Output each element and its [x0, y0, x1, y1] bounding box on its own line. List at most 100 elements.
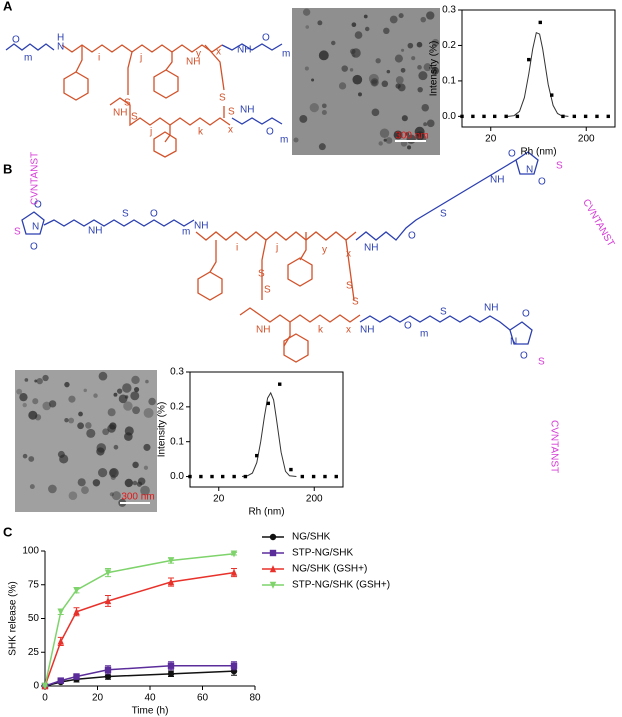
data-point: [278, 382, 282, 386]
marker: [104, 666, 112, 673]
particle: [48, 484, 57, 494]
peptide-label: S: [556, 161, 563, 172]
particle: [109, 422, 117, 430]
particle: [386, 69, 391, 74]
atom-label: S: [440, 209, 447, 220]
data-point: [482, 114, 486, 119]
particle: [309, 102, 319, 113]
data-point: [210, 474, 214, 479]
particle: [22, 453, 28, 459]
particle: [111, 491, 121, 501]
atom-label: N: [526, 165, 533, 176]
x-axis-label: Rh (nm): [248, 507, 284, 518]
data-point: [493, 114, 497, 119]
particle: [416, 41, 423, 48]
y-tick-label: 0: [33, 681, 39, 692]
atom-label: S: [264, 285, 271, 296]
atom-label: NH: [240, 105, 254, 116]
data-point: [334, 474, 338, 479]
data-point: [255, 453, 259, 458]
atom-label: m: [182, 227, 190, 238]
particle: [423, 63, 432, 72]
particle: [136, 481, 143, 487]
particle: [431, 38, 440, 47]
particle: [123, 401, 133, 411]
particle: [385, 137, 393, 144]
x-tick-label: 200: [306, 494, 323, 505]
particle: [371, 108, 380, 117]
atom-label: N: [57, 42, 64, 53]
particle: [364, 26, 370, 32]
peptide-label: S: [538, 357, 545, 368]
x-axis-label: Rh (nm): [520, 147, 556, 158]
particle: [110, 474, 116, 480]
particle: [368, 73, 379, 84]
data-point: [561, 114, 565, 119]
particle: [389, 15, 398, 24]
legend-label: NG/SHK: [292, 532, 331, 543]
data-point: [515, 114, 520, 119]
y-tick-label: 25: [28, 647, 40, 658]
particle: [304, 66, 309, 71]
series-line: [44, 552, 235, 687]
y-tick-label: 50: [28, 613, 40, 624]
particle: [398, 13, 404, 19]
panel-label: A: [3, 0, 13, 13]
y-axis-label: Intensity (%): [429, 41, 440, 97]
marker: [167, 670, 175, 678]
marker: [167, 578, 175, 586]
y-tick-label: 0.2: [170, 401, 184, 412]
particle: [311, 78, 315, 82]
particle: [321, 103, 327, 109]
particle: [124, 432, 133, 441]
atom-label: NH: [364, 243, 378, 254]
y-tick-label: 100: [22, 546, 39, 557]
data-point: [595, 114, 599, 119]
atom-label: j: [275, 243, 278, 254]
x-tick-label: 0: [42, 693, 48, 704]
data-point: [221, 474, 225, 479]
marker: [104, 569, 112, 577]
y-tick-label: 0.1: [170, 436, 184, 447]
atom-label: j: [139, 53, 142, 64]
atom-label: O: [34, 200, 42, 211]
legend-marker: [269, 581, 277, 589]
atom-label: S: [440, 307, 447, 318]
data-point: [311, 474, 316, 479]
particle: [143, 407, 154, 418]
particle: [124, 478, 134, 488]
marker: [104, 673, 112, 680]
data-point: [583, 114, 588, 119]
particle: [113, 392, 118, 397]
atom-label: NH: [360, 325, 374, 336]
particle: [109, 468, 119, 478]
atom-label: NH: [237, 45, 251, 56]
particle: [118, 394, 128, 404]
particle: [133, 386, 140, 393]
marker: [230, 568, 238, 576]
x-tick-label: 60: [197, 693, 209, 704]
data-point: [471, 114, 475, 119]
marker: [230, 550, 238, 558]
marker: [57, 637, 64, 645]
data-point: [232, 474, 236, 479]
data-point: [538, 20, 542, 25]
scale-label: 300 nm: [121, 492, 154, 503]
particle: [140, 485, 150, 496]
fit-curve: [241, 391, 297, 477]
particle: [68, 395, 76, 403]
marker: [73, 673, 80, 680]
particle: [379, 128, 390, 138]
particle: [414, 126, 425, 137]
particle: [130, 391, 140, 401]
particle: [302, 8, 311, 16]
particle: [42, 401, 52, 411]
data-point: [300, 474, 305, 479]
particle: [395, 76, 404, 84]
y-axis-label: SHK release (%): [8, 581, 19, 655]
plot-frame: [189, 371, 344, 488]
atom-label: i: [236, 243, 238, 254]
data-point: [504, 114, 508, 119]
x-tick-label: 200: [578, 134, 595, 145]
particle: [77, 478, 86, 487]
